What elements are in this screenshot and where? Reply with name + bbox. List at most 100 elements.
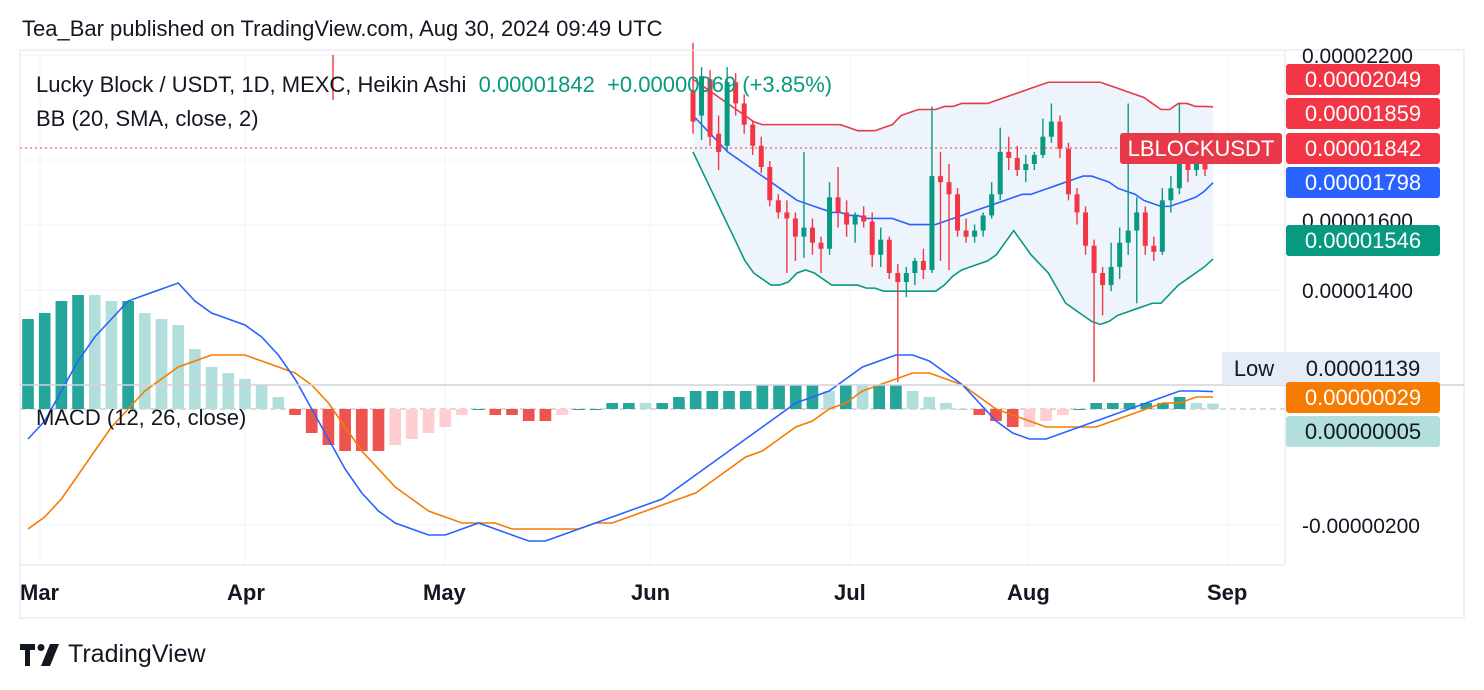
pair-label: Lucky Block / USDT, 1D, MEXC, Heikin Ash… bbox=[36, 72, 467, 97]
month-jul: Jul bbox=[834, 580, 866, 605]
candle-body bbox=[724, 82, 730, 146]
candle-12 bbox=[792, 212, 798, 261]
macd-hist-bar-40 bbox=[689, 391, 702, 409]
brand-name: TradingView bbox=[68, 640, 206, 668]
candle-36 bbox=[997, 127, 1003, 201]
candle-body bbox=[1057, 121, 1063, 149]
chart-frame bbox=[19, 49, 1465, 619]
macd-hist-bar-16 bbox=[289, 409, 301, 415]
symbol-legend[interactable]: Lucky Block / USDT, 1D, MEXC, Heikin Ash… bbox=[36, 72, 832, 98]
candle-body bbox=[835, 197, 841, 213]
candle-30 bbox=[946, 163, 952, 270]
macd-pane bbox=[20, 282, 1285, 542]
candle-23 bbox=[886, 236, 892, 280]
candle-body bbox=[1074, 194, 1080, 213]
candle-40 bbox=[1031, 151, 1037, 171]
macd-hist-bar-3 bbox=[72, 295, 84, 409]
candle-50 bbox=[1117, 227, 1123, 280]
price-tick-top: 0.00002200 bbox=[1302, 45, 1413, 68]
candle-body bbox=[784, 212, 790, 219]
publish-header: Tea_Bar published on TradingView.com, Au… bbox=[22, 16, 663, 41]
candle-body bbox=[861, 215, 867, 222]
macd-hist-bar-57 bbox=[973, 409, 986, 415]
candle-3 bbox=[716, 115, 722, 171]
candle-body bbox=[1083, 212, 1089, 246]
candle-18 bbox=[844, 200, 850, 237]
candle-body bbox=[1031, 154, 1037, 164]
candle-body bbox=[1151, 245, 1157, 252]
macd-hist-bar-52 bbox=[890, 385, 902, 409]
candle-body bbox=[1100, 272, 1106, 286]
candle-51 bbox=[1125, 103, 1131, 255]
macd-hist-bar-39 bbox=[673, 397, 685, 409]
candle-body bbox=[903, 272, 909, 283]
macd-hist-bar-35 bbox=[606, 403, 618, 409]
candle-body bbox=[707, 79, 713, 137]
candle-body bbox=[1117, 242, 1123, 267]
tradingview-logo[interactable]: TradingView bbox=[20, 640, 206, 669]
candle-7 bbox=[750, 121, 756, 155]
candle-body bbox=[869, 221, 875, 255]
candle-body bbox=[955, 194, 961, 231]
candle-55 bbox=[1159, 188, 1165, 255]
candle-22 bbox=[878, 227, 884, 267]
macd-hist-bar-37 bbox=[639, 403, 652, 409]
macd-hist-bar-11 bbox=[205, 367, 218, 409]
candle-body bbox=[699, 76, 705, 116]
bollinger-bands bbox=[692, 78, 1214, 326]
candle-body bbox=[733, 82, 739, 104]
candle-48 bbox=[1100, 266, 1106, 316]
candle-44 bbox=[1065, 142, 1071, 201]
macd-hist-bar-7 bbox=[138, 313, 151, 409]
macd-hist-bar-59 bbox=[1006, 409, 1019, 427]
candle-body bbox=[750, 124, 756, 146]
candle-body bbox=[809, 227, 815, 243]
bb-fill bbox=[693, 79, 1213, 325]
macd-legend[interactable]: MACD (12, 26, close) bbox=[36, 405, 247, 430]
macd-hist-bar-27 bbox=[472, 409, 485, 410]
macd-hist-bar-14 bbox=[255, 385, 268, 409]
candle-body bbox=[886, 239, 892, 273]
candle-41 bbox=[1040, 118, 1046, 158]
macd-main-line bbox=[27, 282, 1214, 542]
macd-signal-tag: 0.00000029 bbox=[1286, 382, 1440, 413]
candle-39 bbox=[1023, 154, 1029, 183]
macd-hist-bar-29 bbox=[506, 409, 518, 415]
candle-body bbox=[1134, 212, 1140, 231]
macd-hist-bar-42 bbox=[723, 391, 735, 409]
candle-body bbox=[878, 239, 884, 255]
macd-hist-bar-58 bbox=[990, 409, 1002, 421]
candle-body bbox=[1202, 160, 1208, 170]
candle-body bbox=[963, 230, 969, 237]
macd-hist-bar-41 bbox=[706, 391, 719, 409]
candle-13 bbox=[801, 151, 807, 258]
low-label: Low bbox=[1222, 352, 1286, 385]
macd-hist-bar-2 bbox=[55, 301, 68, 409]
candle-54 bbox=[1151, 236, 1157, 261]
candle-body bbox=[1125, 230, 1131, 243]
price-tick-1400: 0.00001400 bbox=[1302, 280, 1413, 303]
bb-basis-line bbox=[692, 114, 1214, 226]
symbol-tag: LBLOCKUSDT bbox=[1120, 133, 1282, 164]
candle-body bbox=[690, 91, 696, 122]
macd-hist-bar-55 bbox=[940, 403, 952, 409]
macd-hist-bar-18 bbox=[322, 409, 335, 445]
macd-hist-bar-28 bbox=[489, 409, 502, 415]
candle-body bbox=[1040, 136, 1046, 155]
macd-hist-bar-44 bbox=[756, 385, 769, 409]
macd-hist-bar-63 bbox=[1073, 409, 1086, 410]
candle-43 bbox=[1057, 115, 1063, 158]
macd-hist-bar-33 bbox=[572, 409, 585, 410]
candle-body bbox=[775, 200, 781, 213]
last-close-tag: 0.00001842 bbox=[1286, 133, 1440, 164]
bb-legend[interactable]: BB (20, SMA, close, 2) bbox=[36, 106, 259, 131]
macd-hist-bar-30 bbox=[522, 409, 535, 421]
candle-29 bbox=[937, 151, 943, 261]
macd-hist-bar-20 bbox=[355, 409, 368, 451]
macd-hist-bar-10 bbox=[189, 349, 201, 409]
candle-17 bbox=[835, 167, 841, 228]
candle-37 bbox=[1006, 136, 1012, 171]
candle-body bbox=[844, 212, 850, 225]
bb-upper-tag: 0.00002049 bbox=[1286, 64, 1440, 95]
